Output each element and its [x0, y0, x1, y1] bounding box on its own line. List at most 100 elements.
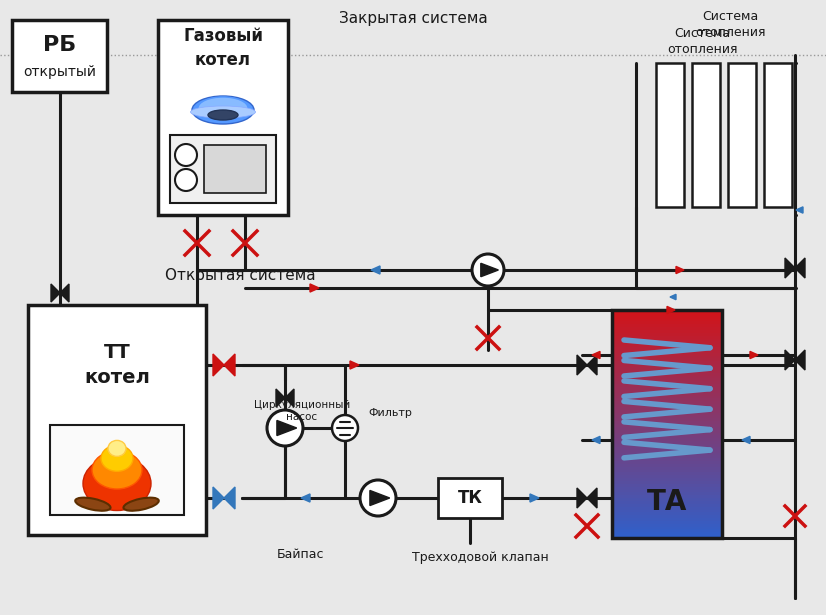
Text: открытый: открытый [23, 65, 96, 79]
Bar [612, 478, 722, 482]
Circle shape [472, 254, 504, 286]
Bar [612, 333, 722, 336]
Bar [612, 435, 722, 439]
Text: Открытая система: Открытая система [164, 268, 316, 282]
Polygon shape [592, 437, 600, 443]
Ellipse shape [83, 456, 151, 510]
Text: ТА: ТА [647, 488, 687, 515]
Bar [612, 530, 722, 533]
Bar [612, 355, 722, 359]
Ellipse shape [192, 96, 254, 124]
Polygon shape [592, 351, 600, 359]
Bar [612, 535, 722, 539]
Text: ТТ
котел: ТТ котел [84, 343, 150, 387]
Polygon shape [276, 389, 285, 407]
Bar [612, 450, 722, 453]
Bar [158, 20, 288, 215]
Ellipse shape [101, 445, 133, 471]
Polygon shape [310, 284, 319, 292]
Bar [612, 367, 722, 371]
Bar [612, 384, 722, 388]
Bar [612, 509, 722, 514]
Bar [612, 427, 722, 430]
Bar [612, 504, 722, 507]
Circle shape [175, 169, 197, 191]
Bar [612, 404, 722, 408]
Bar [170, 135, 276, 203]
Polygon shape [301, 494, 310, 502]
Bar [764, 63, 792, 207]
Polygon shape [481, 263, 498, 277]
Bar [612, 507, 722, 510]
Bar [612, 481, 722, 485]
Bar [612, 467, 722, 470]
Bar [612, 533, 722, 536]
Polygon shape [277, 421, 297, 435]
Polygon shape [795, 258, 805, 278]
Bar [612, 338, 722, 343]
Bar [612, 322, 722, 325]
Bar [612, 484, 722, 488]
Bar [612, 416, 722, 419]
Bar [612, 378, 722, 383]
Bar [612, 327, 722, 331]
Polygon shape [795, 350, 805, 370]
Bar [612, 407, 722, 411]
Bar [28, 305, 206, 535]
Bar [612, 364, 722, 368]
Bar [612, 350, 722, 354]
Bar [612, 324, 722, 328]
Bar [612, 498, 722, 502]
Text: Байпас: Байпас [276, 549, 324, 561]
Text: Газовый
котел: Газовый котел [183, 27, 263, 69]
Polygon shape [750, 351, 758, 359]
Bar [612, 461, 722, 465]
Bar [612, 410, 722, 414]
Bar [612, 438, 722, 442]
Polygon shape [213, 354, 224, 376]
Bar [612, 361, 722, 365]
Bar [612, 413, 722, 416]
Bar [438, 478, 502, 518]
Circle shape [332, 415, 358, 441]
Bar [612, 518, 722, 522]
Polygon shape [213, 487, 224, 509]
Polygon shape [667, 306, 675, 314]
Polygon shape [370, 490, 390, 506]
Polygon shape [577, 355, 587, 375]
Text: РБ: РБ [43, 35, 76, 55]
Bar [612, 344, 722, 348]
Bar [612, 392, 722, 397]
Polygon shape [530, 494, 539, 502]
Bar [612, 424, 722, 428]
Bar [204, 145, 266, 193]
Bar [612, 336, 722, 339]
Bar [612, 526, 722, 531]
Bar [612, 455, 722, 459]
Polygon shape [785, 350, 795, 370]
Text: Система
отопления: Система отопления [667, 27, 738, 56]
Ellipse shape [75, 498, 111, 510]
Bar [612, 359, 722, 362]
Text: Система
отопления: Система отопления [695, 10, 765, 39]
Circle shape [175, 144, 197, 166]
Polygon shape [670, 295, 676, 300]
Bar [612, 493, 722, 496]
Bar [612, 421, 722, 425]
Ellipse shape [191, 106, 255, 118]
Polygon shape [676, 266, 684, 274]
Bar [612, 370, 722, 374]
Bar [612, 330, 722, 334]
Polygon shape [371, 266, 380, 274]
Ellipse shape [198, 97, 248, 119]
Bar [612, 515, 722, 519]
Polygon shape [742, 437, 750, 443]
Text: Трехходовой клапан: Трехходовой клапан [411, 552, 548, 565]
Bar [612, 376, 722, 379]
Bar [612, 353, 722, 357]
Bar [612, 341, 722, 345]
Bar [612, 313, 722, 317]
Bar [612, 390, 722, 394]
Polygon shape [587, 488, 597, 508]
Polygon shape [350, 361, 359, 369]
